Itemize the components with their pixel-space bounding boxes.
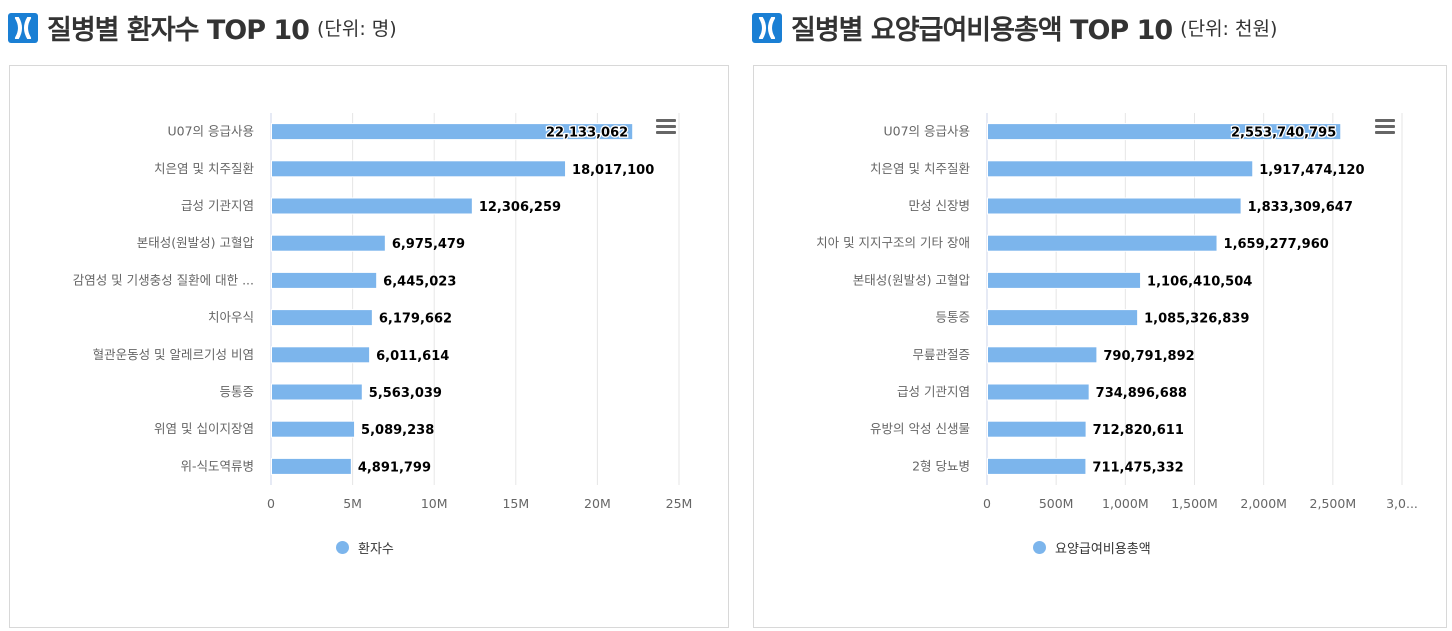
x-tick-label: 1,000M: [1102, 496, 1149, 511]
y-category-label: 치아 및 지지구조의 기타 장애: [816, 235, 970, 250]
bar: [271, 457, 352, 475]
y-category-label: 무릎관절증: [912, 347, 970, 362]
y-category-label: 혈관운동성 및 알레르기성 비염: [93, 347, 254, 362]
data-label: 1,106,410,504: [1147, 274, 1252, 289]
y-category-label: 급성 기관지염: [181, 198, 254, 213]
y-category-label: 급성 기관지염: [897, 384, 970, 399]
x-tick-label: 20M: [584, 496, 611, 511]
y-category-label: U07의 응급사용: [167, 124, 254, 139]
legend-item-patients[interactable]: 환자수: [336, 538, 394, 557]
y-category-label: 치은염 및 치주질환: [154, 161, 254, 176]
x-tick-label: 500M: [1039, 496, 1074, 511]
bar: [271, 346, 371, 364]
x-tick-label: 25M: [666, 496, 693, 511]
bar: [271, 271, 378, 289]
bar: [987, 197, 1242, 215]
x-tick-label: 10M: [421, 496, 448, 511]
data-label: 6,975,479: [392, 237, 465, 252]
bar: [271, 309, 373, 327]
data-label: 4,891,799: [358, 460, 431, 475]
x-tick-label: 2,500M: [1310, 496, 1357, 511]
legend-label: 환자수: [358, 542, 394, 557]
bar: [271, 160, 567, 178]
legend-item-cost[interactable]: 요양급여비용총액: [1033, 538, 1151, 557]
y-category-label: 본태성(원발성) 고혈압: [853, 272, 971, 287]
y-category-label: 위염 및 십이지장염: [154, 421, 254, 436]
chromosome-icon: [752, 12, 782, 43]
bar: [987, 346, 1098, 364]
data-label: 2,553,740,795: [1231, 126, 1336, 141]
data-label: 1,833,309,647: [1248, 200, 1353, 215]
data-label: 1,917,474,120: [1259, 163, 1364, 178]
bar: [987, 234, 1218, 252]
bar: [987, 309, 1139, 327]
y-category-label: 등통증: [219, 384, 254, 399]
y-category-label: 유방의 악성 신생물: [870, 421, 970, 436]
data-label: 5,089,238: [361, 423, 434, 438]
y-category-label: 치아우식: [208, 310, 254, 325]
y-category-label: 감염성 및 기생충성 질환에 대한 ...: [73, 272, 254, 287]
bar: [987, 271, 1142, 289]
chart-title-patients: 질병별 환자수 TOP 10 (단위: 명): [8, 8, 397, 47]
bar: [987, 457, 1087, 475]
data-label: 1,659,277,960: [1224, 237, 1329, 252]
y-category-label: 등통증: [935, 310, 970, 325]
x-tick-label: 2,000M: [1240, 496, 1287, 511]
x-tick-label: 0: [983, 496, 991, 511]
chart-title-cost: 질병별 요양급여비용총액 TOP 10 (단위: 천원): [752, 8, 1277, 47]
chart-panel-cost: [753, 65, 1447, 628]
legend-label: 요양급여비용총액: [1055, 542, 1151, 557]
data-label: 711,475,332: [1092, 460, 1183, 475]
bar: [987, 123, 1342, 141]
data-label: 6,011,614: [376, 349, 449, 364]
data-label: 6,445,023: [383, 274, 456, 289]
y-category-label: U07의 응급사용: [883, 124, 970, 139]
y-category-label: 본태성(원발성) 고혈압: [137, 235, 255, 250]
data-label: 1,085,326,839: [1144, 312, 1249, 327]
data-label: 18,017,100: [572, 163, 654, 178]
x-tick-label: 3,0...: [1386, 496, 1418, 511]
bar: [987, 420, 1087, 438]
bar: [271, 383, 363, 401]
x-tick-label: 5M: [343, 496, 362, 511]
x-tick-label: 15M: [502, 496, 529, 511]
bar: [271, 123, 634, 141]
chart-menu-button[interactable]: [1375, 119, 1395, 135]
title-text: 질병별 요양급여비용총액 TOP 10: [791, 15, 1173, 46]
unit-text: (단위: 명): [316, 18, 397, 40]
bar: [271, 234, 386, 252]
data-label: 22,133,062: [546, 126, 628, 141]
title-text: 질병별 환자수 TOP 10: [47, 15, 310, 46]
data-label: 790,791,892: [1103, 349, 1194, 364]
data-label: 6,179,662: [379, 312, 452, 327]
x-tick-label: 1,500M: [1171, 496, 1218, 511]
y-category-label: 위-식도역류병: [180, 458, 254, 473]
chart-menu-button[interactable]: [656, 119, 676, 135]
legend-dot: [336, 541, 349, 554]
x-tick-label: 0: [267, 496, 275, 511]
legend-dot: [1033, 541, 1046, 554]
y-category-label: 만성 신장병: [909, 198, 970, 213]
bar: [271, 420, 356, 438]
y-category-label: 2형 당뇨병: [912, 458, 970, 473]
data-label: 712,820,611: [1093, 423, 1184, 438]
data-label: 734,896,688: [1096, 386, 1187, 401]
data-label: 5,563,039: [369, 386, 442, 401]
chromosome-icon: [8, 12, 38, 43]
y-category-label: 치은염 및 치주질환: [870, 161, 970, 176]
unit-text: (단위: 천원): [1180, 18, 1278, 40]
data-label: 12,306,259: [479, 200, 561, 215]
bar: [987, 160, 1254, 178]
bar: [987, 383, 1090, 401]
bar: [271, 197, 473, 215]
